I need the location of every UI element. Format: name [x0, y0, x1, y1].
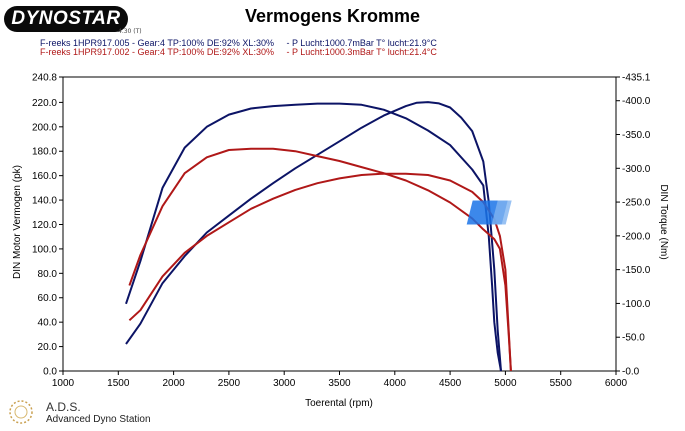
x-tick-label: 6000 — [605, 378, 628, 389]
ads-title: A.D.S. — [46, 400, 81, 414]
x-tick-label: 3000 — [273, 378, 296, 389]
rpm-marker-highlight — [491, 200, 512, 225]
y-tick-label: 20.0 — [38, 342, 58, 353]
y2-tick-label: -200.0 — [622, 231, 651, 242]
y-tick-label: 160.0 — [32, 171, 57, 182]
y2-tick-label: -300.0 — [622, 164, 651, 175]
series-line-1HPR917.005-power — [125, 102, 502, 372]
logo-version-mark: 4.30 (T) — [118, 28, 142, 35]
y-tick-label: 200.0 — [32, 122, 57, 133]
y-axis-label: DIN Motor Vermogen (pk) — [12, 165, 23, 279]
run-legend-1: F-reeks 1HPR917.005 - Gear:4 TP:100% DE:… — [40, 38, 437, 48]
series-line-1HPR917.002-power — [128, 147, 512, 372]
x-tick-label: 4500 — [439, 378, 462, 389]
ads-subtitle: Advanced Dyno Station — [46, 414, 151, 425]
y2-tick-label: -0.0 — [622, 367, 640, 378]
x-tick-label: 5500 — [550, 378, 573, 389]
y2-axis-label: DIN Torque (Nm) — [658, 184, 669, 259]
x-tick-label: 1000 — [52, 378, 75, 389]
series-line-1HPR917.005-torque — [125, 101, 502, 372]
series-line-1HPR917.002-torque — [128, 172, 512, 372]
y-tick-label: 40.0 — [38, 318, 58, 329]
x-tick-label: 3500 — [328, 378, 351, 389]
x-tick-label: 4000 — [384, 378, 407, 389]
y-tick-label: 0.0 — [43, 367, 57, 378]
y2-tick-label: -250.0 — [622, 198, 651, 209]
plot-frame — [62, 76, 617, 372]
y2-tick-label: -350.0 — [622, 130, 651, 141]
y-tick-label: 180.0 — [32, 147, 57, 158]
x-tick-label: 2500 — [218, 378, 241, 389]
y2-tick-label: -50.0 — [622, 333, 645, 344]
x-axis-label: Toerental (rpm) — [305, 398, 373, 409]
x-tick-label: 5000 — [494, 378, 517, 389]
chart-axes: 1000 1500 2000 2500 3000 3500 4000 4500 5000 5500… — [32, 73, 651, 390]
y2-tick-label: -435.1 — [622, 73, 651, 84]
ads-logo-icon — [6, 398, 40, 431]
run-legend-2: F-reeks 1HPR917.002 - Gear:4 TP:100% DE:… — [40, 47, 437, 57]
dynostar-logo: DYNOSTAR — [4, 6, 128, 32]
y-tick-label: 60.0 — [38, 293, 58, 304]
y-tick-label: 120.0 — [32, 220, 57, 231]
chart-series — [125, 101, 512, 372]
y-tick-label: 220.0 — [32, 98, 57, 109]
rpm-marker — [466, 200, 512, 225]
x-tick-label: 2000 — [162, 378, 185, 389]
y-tick-label: 140.0 — [32, 196, 57, 207]
y-tick-label: 80.0 — [38, 269, 58, 280]
y-tick-label: 240.8 — [32, 73, 57, 84]
page-title: Vermogens Kromme — [244, 6, 421, 26]
y2-tick-label: -400.0 — [622, 96, 651, 107]
x-tick-label: 1500 — [107, 378, 130, 389]
y2-tick-label: -150.0 — [622, 265, 651, 276]
y-tick-label: 100.0 — [32, 244, 57, 255]
y2-tick-label: -100.0 — [622, 299, 651, 310]
